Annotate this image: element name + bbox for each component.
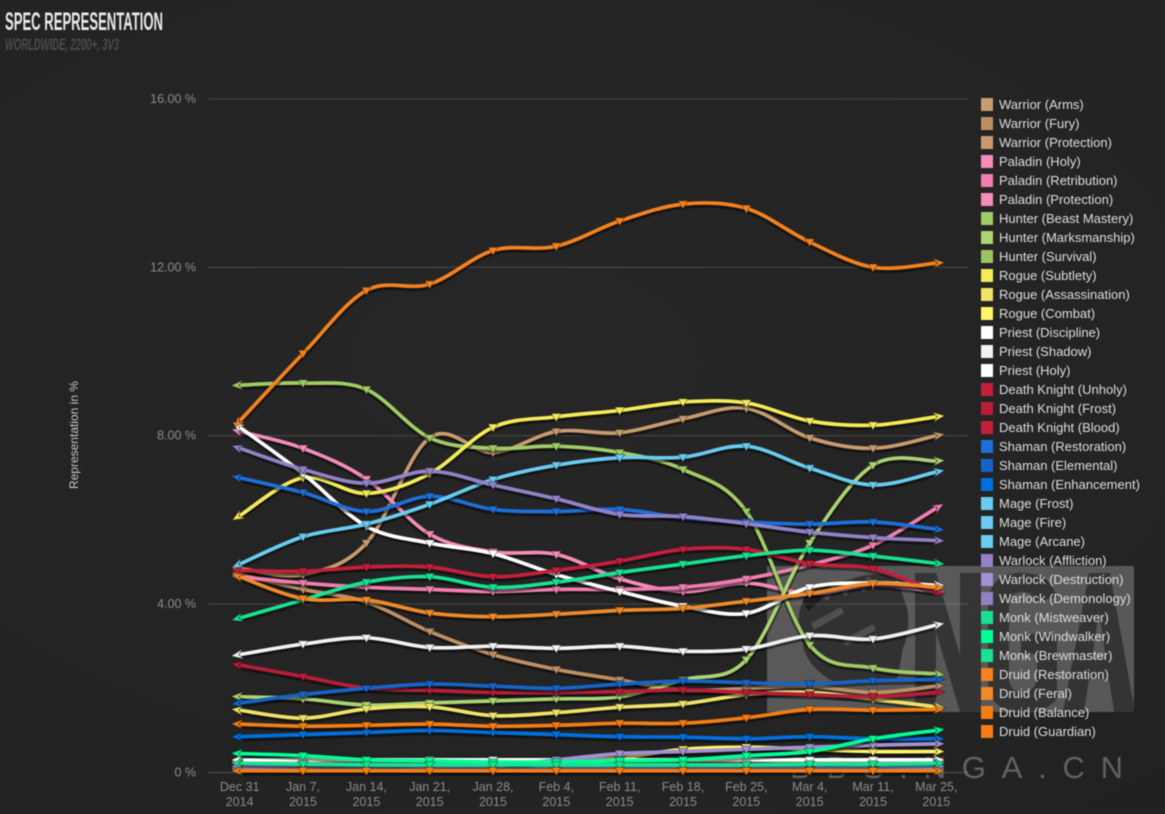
svg-text:Paladin (Holy): Paladin (Holy) <box>999 154 1081 169</box>
svg-text:Shaman (Enhancement): Shaman (Enhancement) <box>999 477 1140 492</box>
svg-text:Warlock (Affliction): Warlock (Affliction) <box>999 553 1107 568</box>
svg-text:2015: 2015 <box>479 795 507 809</box>
svg-text:Paladin (Protection): Paladin (Protection) <box>999 192 1113 207</box>
svg-text:Mage (Fire): Mage (Fire) <box>999 515 1066 530</box>
svg-text:2015: 2015 <box>289 795 317 809</box>
svg-text:Mar 25,: Mar 25, <box>915 780 957 794</box>
svg-text:Rogue (Assassination): Rogue (Assassination) <box>999 287 1130 302</box>
svg-text:Representation in %: Representation in % <box>67 381 81 489</box>
svg-text:Feb 11,: Feb 11, <box>599 780 640 794</box>
svg-text:Druid (Restoration): Druid (Restoration) <box>999 667 1109 682</box>
svg-text:2015: 2015 <box>796 795 824 809</box>
svg-text:Hunter (Survival): Hunter (Survival) <box>999 249 1097 264</box>
svg-text:Druid (Guardian): Druid (Guardian) <box>999 724 1096 739</box>
svg-text:2015: 2015 <box>416 795 444 809</box>
svg-text:SPEC REPRESENTATION: SPEC REPRESENTATION <box>5 8 163 36</box>
svg-text:Warrior (Protection): Warrior (Protection) <box>999 135 1112 150</box>
svg-text:Rogue (Subtlety): Rogue (Subtlety) <box>999 268 1097 283</box>
svg-text:Priest (Discipline): Priest (Discipline) <box>999 325 1100 340</box>
svg-text:Mar 11,: Mar 11, <box>852 780 893 794</box>
svg-text:Feb 4,: Feb 4, <box>539 780 574 794</box>
svg-text:Shaman (Elemental): Shaman (Elemental) <box>999 458 1118 473</box>
svg-text:Druid (Feral): Druid (Feral) <box>999 686 1072 701</box>
svg-text:Monk (Mistweaver): Monk (Mistweaver) <box>999 610 1109 625</box>
svg-text:Jan 7,: Jan 7, <box>286 780 320 794</box>
svg-text:Paladin (Retribution): Paladin (Retribution) <box>999 173 1118 188</box>
svg-text:Priest (Shadow): Priest (Shadow) <box>999 344 1091 359</box>
svg-text:Feb 25,: Feb 25, <box>725 780 767 794</box>
svg-text:Feb 18,: Feb 18, <box>662 780 704 794</box>
svg-text:Death Knight (Blood): Death Knight (Blood) <box>999 420 1120 435</box>
svg-text:0 %: 0 % <box>174 766 196 780</box>
svg-text:Jan 14,: Jan 14, <box>346 780 387 794</box>
svg-text:Warrior (Arms): Warrior (Arms) <box>999 97 1084 112</box>
svg-text:2015: 2015 <box>352 795 380 809</box>
svg-text:Monk (Windwalker): Monk (Windwalker) <box>999 629 1110 644</box>
svg-text:2015: 2015 <box>606 795 634 809</box>
svg-text:2015: 2015 <box>669 795 697 809</box>
svg-text:Jan 21,: Jan 21, <box>409 780 450 794</box>
svg-text:Shaman (Restoration): Shaman (Restoration) <box>999 439 1126 454</box>
svg-text:Mar 4,: Mar 4, <box>792 780 827 794</box>
svg-text:Warlock (Destruction): Warlock (Destruction) <box>999 572 1123 587</box>
svg-text:2015: 2015 <box>859 795 887 809</box>
svg-text:Death Knight (Frost): Death Knight (Frost) <box>999 401 1116 416</box>
svg-text:Death Knight (Unholy): Death Knight (Unholy) <box>999 382 1127 397</box>
svg-text:2015: 2015 <box>922 795 950 809</box>
svg-text:Jan 28,: Jan 28, <box>472 780 513 794</box>
svg-text:Druid (Balance): Druid (Balance) <box>999 705 1089 720</box>
svg-text:Hunter (Marksmanship): Hunter (Marksmanship) <box>999 230 1135 245</box>
svg-text:Warrior (Fury): Warrior (Fury) <box>999 116 1079 131</box>
svg-text:Warlock (Demonology): Warlock (Demonology) <box>999 591 1131 606</box>
svg-text:Mage (Arcane): Mage (Arcane) <box>999 534 1085 549</box>
svg-text:2015: 2015 <box>732 795 760 809</box>
svg-text:WORLDWIDE, 2200+, 3V3: WORLDWIDE, 2200+, 3V3 <box>5 36 119 54</box>
svg-text:16.00 %: 16.00 % <box>150 92 196 106</box>
svg-text:2015: 2015 <box>542 795 570 809</box>
svg-text:Monk (Brewmaster): Monk (Brewmaster) <box>999 648 1112 663</box>
svg-text:Mage (Frost): Mage (Frost) <box>999 496 1073 511</box>
svg-text:4.00 %: 4.00 % <box>157 597 196 611</box>
svg-text:Hunter (Beast Mastery): Hunter (Beast Mastery) <box>999 211 1133 226</box>
svg-text:Rogue (Combat): Rogue (Combat) <box>999 306 1095 321</box>
svg-text:2014: 2014 <box>226 795 254 809</box>
svg-text:Dec 31: Dec 31 <box>220 780 260 794</box>
svg-text:12.00 %: 12.00 % <box>150 260 196 274</box>
svg-text:Priest (Holy): Priest (Holy) <box>999 363 1071 378</box>
svg-text:8.00 %: 8.00 % <box>157 429 196 443</box>
